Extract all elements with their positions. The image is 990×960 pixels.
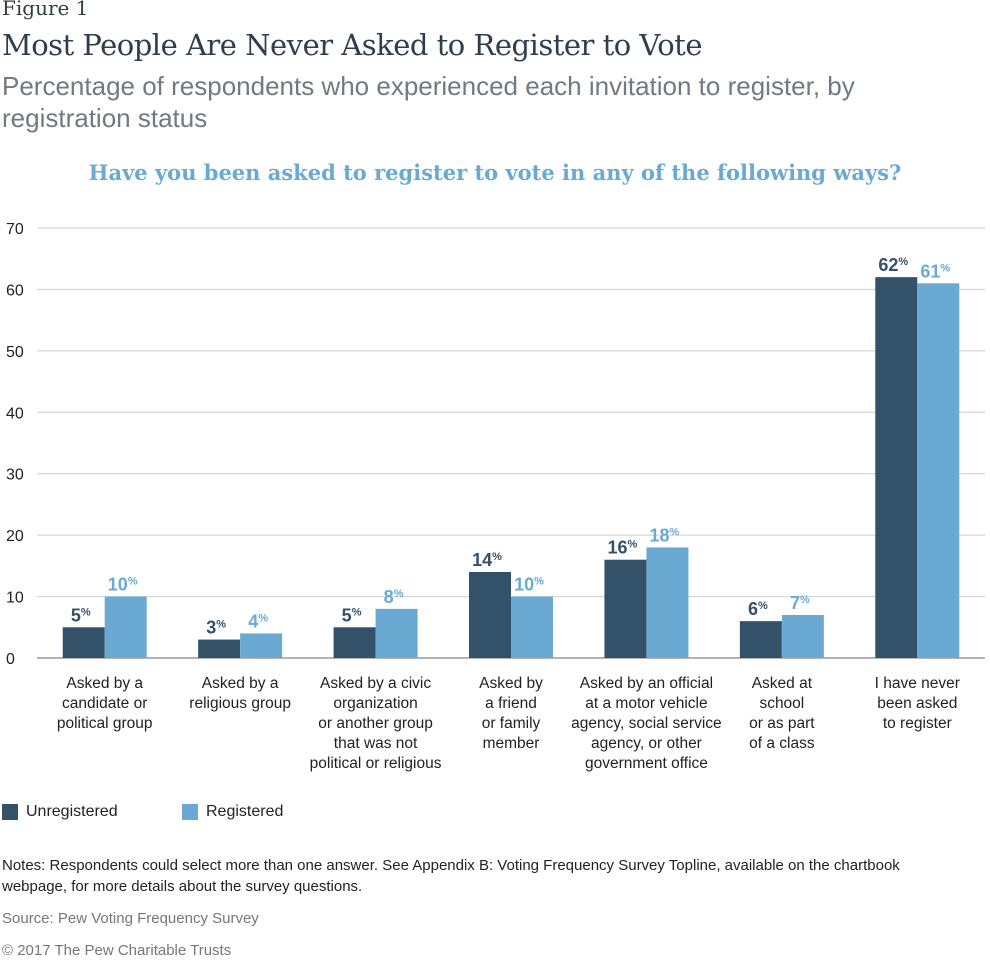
data-label: 3% [206,618,226,638]
y-tick-label: 10 [6,590,24,607]
x-category-label: Asked by a candidate or political group [57,675,153,732]
bar-registered [104,596,147,658]
y-tick-label: 20 [6,528,24,545]
bar-registered [511,596,553,658]
bar-registered [240,633,283,658]
data-label: 7% [790,593,810,613]
data-label: 6% [748,599,768,619]
chart-title: Most People Are Never Asked to Register … [2,28,703,62]
data-label: 62% [878,255,908,275]
data-label: 4% [248,611,268,631]
data-label: 10% [514,575,544,595]
legend-swatch-registered [182,804,198,820]
legend-item-unregistered: Unregistered [2,803,118,821]
figure-label: Figure 1 [2,0,89,20]
legend-swatch-unregistered [2,804,18,820]
x-category-label: I have never been asked to register [875,675,960,732]
bar-unregistered [469,572,511,658]
y-tick-label: 50 [6,344,24,361]
data-label: 18% [650,525,680,545]
y-tick-label: 40 [6,405,24,422]
bar-chart: 0 10 20 30 40 50 60 70 5% 10% Asked by a candidate … [6,221,985,772]
data-label: 8% [384,587,404,607]
chart-source: Source: Pew Voting Frequency Survey [2,910,259,927]
bar-registered [375,608,418,658]
data-label: 61% [920,261,950,281]
survey-question: Have you been asked to register to vote … [88,160,902,185]
data-label: 16% [608,538,638,558]
legend-label-unregistered: Unregistered [26,803,118,820]
bar-registered [917,283,960,658]
legend-label-registered: Registered [206,803,284,820]
data-label: 14% [472,550,502,570]
bar-unregistered [875,277,918,658]
chart-subtitle: Percentage of respondents who experience… [2,71,855,133]
y-tick-label: 70 [6,221,24,238]
bar-unregistered [198,639,241,658]
y-tick-label: 0 [6,651,15,668]
data-label: 5% [342,605,362,625]
bar-unregistered [604,559,647,658]
y-tick-label: 30 [6,467,24,484]
x-category-label: Asked by a religious group [189,675,291,712]
y-tick-label: 60 [6,282,24,299]
data-label: 5% [71,605,91,625]
bar-registered [646,547,689,658]
bar-unregistered [333,627,376,658]
legend-item-registered: Registered [182,803,283,821]
bar-unregistered [739,621,782,658]
x-category-label: Asked by a civic organization or another g… [310,675,442,772]
bar-unregistered [62,627,105,658]
chart-notes: Notes: Respondents could select more tha… [2,857,900,895]
data-label: 10% [108,575,138,595]
x-category-label: Asked by a friend or family member [479,675,543,752]
copyright: © 2017 The Pew Charitable Trusts [2,942,232,959]
x-category-label: Asked at school or as part of a class [749,675,815,752]
bar-registered [781,615,824,658]
x-category-label: Asked by an official at a motor vehicle ag… [571,675,721,772]
